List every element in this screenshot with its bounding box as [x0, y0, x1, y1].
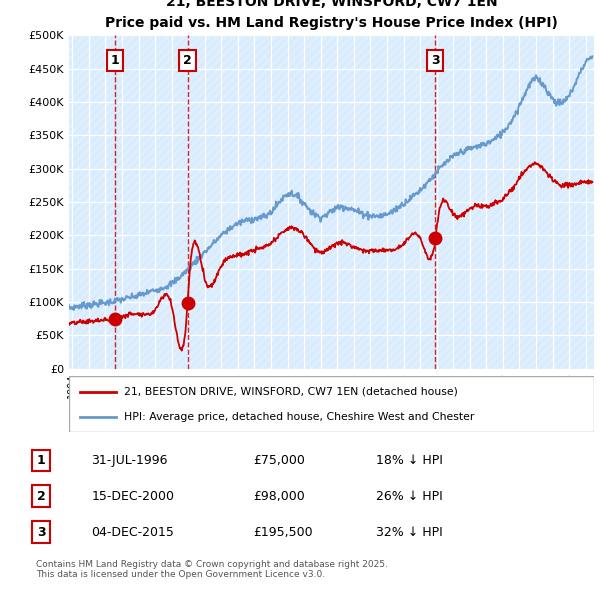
Text: 1: 1: [37, 454, 46, 467]
Text: 15-DEC-2000: 15-DEC-2000: [91, 490, 175, 503]
Text: 2: 2: [37, 490, 46, 503]
Text: 2: 2: [183, 54, 192, 67]
Text: 3: 3: [37, 526, 46, 539]
Text: 04-DEC-2015: 04-DEC-2015: [91, 526, 174, 539]
Text: 18% ↓ HPI: 18% ↓ HPI: [376, 454, 443, 467]
Text: HPI: Average price, detached house, Cheshire West and Chester: HPI: Average price, detached house, Ches…: [124, 412, 475, 422]
Text: 1: 1: [110, 54, 119, 67]
Text: £98,000: £98,000: [253, 490, 305, 503]
Text: 3: 3: [431, 54, 440, 67]
Title: 21, BEESTON DRIVE, WINSFORD, CW7 1EN
Price paid vs. HM Land Registry's House Pri: 21, BEESTON DRIVE, WINSFORD, CW7 1EN Pri…: [105, 0, 558, 30]
Text: £195,500: £195,500: [253, 526, 313, 539]
Text: £75,000: £75,000: [253, 454, 305, 467]
Text: Contains HM Land Registry data © Crown copyright and database right 2025.
This d: Contains HM Land Registry data © Crown c…: [35, 560, 388, 579]
Text: 21, BEESTON DRIVE, WINSFORD, CW7 1EN (detached house): 21, BEESTON DRIVE, WINSFORD, CW7 1EN (de…: [124, 386, 458, 396]
Text: 31-JUL-1996: 31-JUL-1996: [91, 454, 168, 467]
Text: 32% ↓ HPI: 32% ↓ HPI: [376, 526, 443, 539]
Text: 26% ↓ HPI: 26% ↓ HPI: [376, 490, 443, 503]
